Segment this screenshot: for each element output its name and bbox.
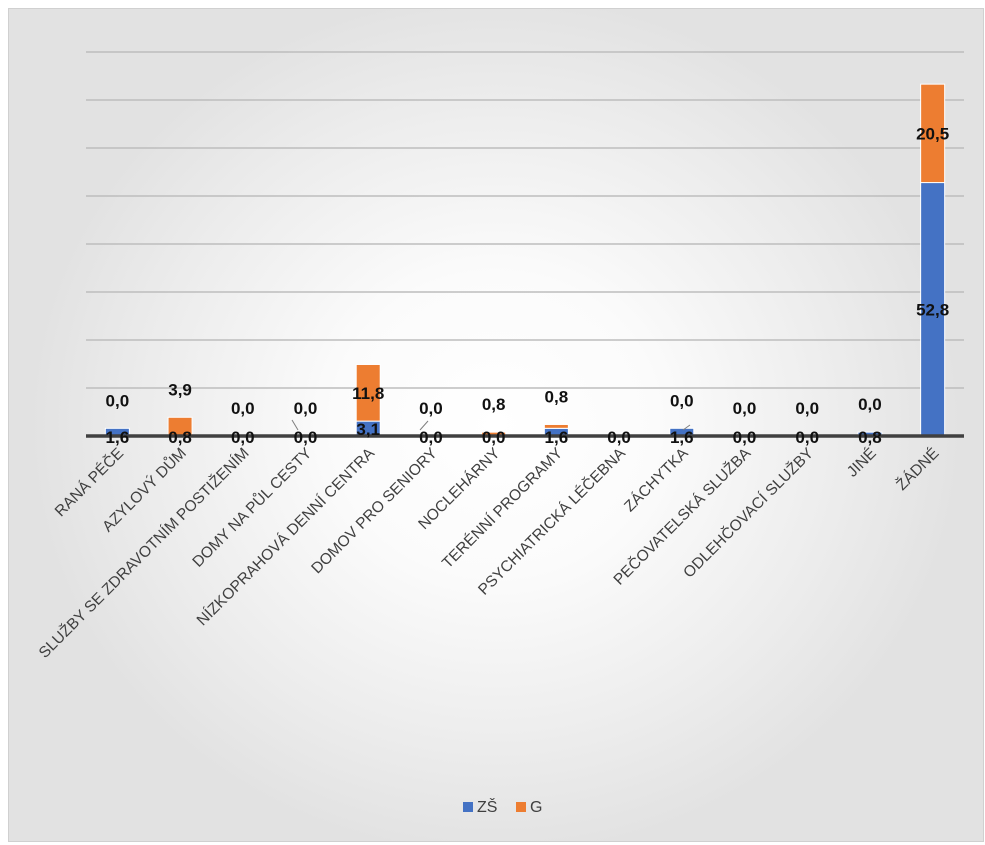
data-label-g: 0,0 (231, 399, 255, 418)
data-label-g: 3,9 (168, 380, 192, 399)
data-label-g: 0,0 (419, 399, 443, 418)
category-label: ŽÁDNÉ (893, 445, 942, 494)
data-label-g: 0,0 (858, 395, 882, 414)
label-leader-lines (291, 419, 691, 431)
data-label-zs: 0,0 (607, 428, 631, 447)
data-label-zs: 0,8 (168, 428, 192, 447)
data-label-zs: 0,0 (419, 428, 443, 447)
category-label: JINÉ (844, 445, 880, 481)
data-label-zs: 0,0 (294, 428, 318, 447)
data-label-g: 20,5 (916, 124, 949, 143)
category-label: TERÉNNÍ PROGRAMY (439, 445, 566, 572)
bar-g (543, 423, 569, 429)
data-label-zs: 0,0 (795, 428, 819, 447)
data-label-g: 11,8 (352, 384, 384, 403)
leader-line (682, 424, 691, 431)
data-label-zs: 0,0 (733, 428, 757, 447)
data-label-g: 0,0 (294, 399, 318, 418)
data-label-g: 0,0 (670, 391, 694, 410)
legend: ZŠ G (463, 797, 542, 816)
category-label: DOMY NA PŮL CESTY (189, 444, 316, 571)
data-label-zs: 0,0 (482, 428, 506, 447)
bars (104, 83, 946, 437)
gridlines (86, 51, 964, 389)
bar-g (355, 363, 381, 422)
data-label-zs: 1,6 (670, 428, 694, 447)
leader-line (419, 420, 429, 431)
data-label-zs: 52,8 (916, 300, 949, 319)
data-label-zs: 0,8 (858, 428, 882, 447)
legend-swatch-g (516, 802, 526, 812)
data-label-g: 0,0 (795, 399, 819, 418)
data-label-zs: 1,6 (106, 428, 130, 447)
data-label-zs: 3,1 (356, 420, 380, 439)
legend-label-zs: ZŠ (477, 797, 497, 816)
data-label-g: 0,0 (733, 399, 757, 418)
data-label-g: 0,0 (106, 391, 130, 410)
data-label-g: 0,8 (545, 387, 569, 406)
legend-swatch-zs (463, 802, 473, 812)
data-label-zs: 0,0 (231, 428, 255, 447)
bar-g (920, 83, 946, 184)
data-label-zs: 1,6 (545, 428, 569, 447)
leader-line (291, 419, 299, 431)
category-label: DOMOV PRO SENIORY (308, 445, 440, 577)
legend-label-g: G (530, 799, 542, 816)
data-labels: 1,6 0,8 0,0 0,0 3,1 0,0 0,0 1,6 0,0 1,6 0,0 0,0 0,8 5… (106, 124, 950, 447)
data-label-g: 0,8 (482, 395, 506, 414)
category-label: ODLEHČOVACÍ SLUŽBY (680, 445, 817, 582)
